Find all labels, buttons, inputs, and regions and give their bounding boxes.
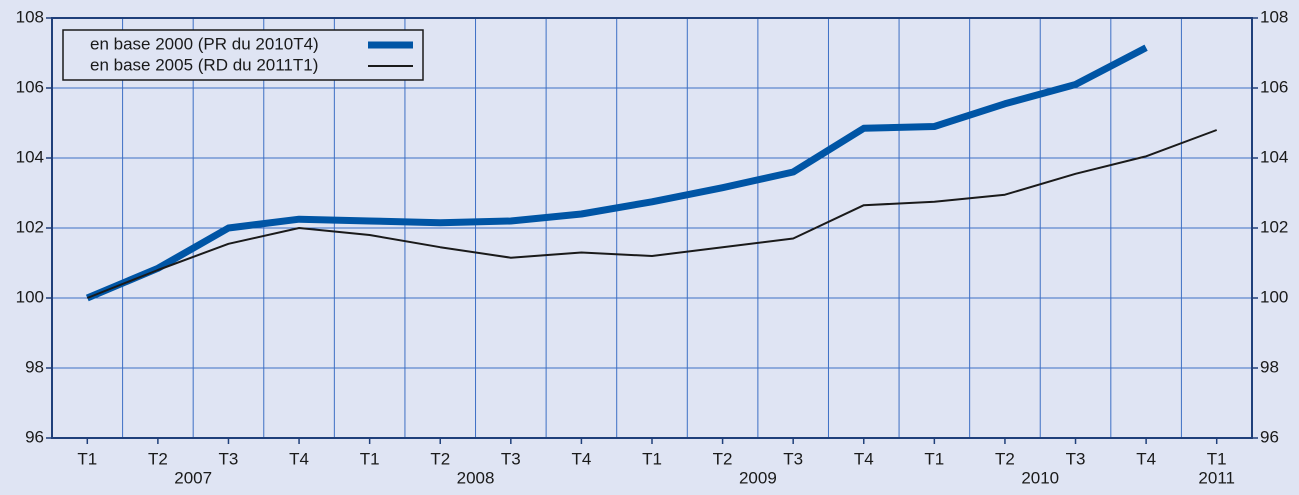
legend-label: en base 2005 (RD du 2011T1): [90, 55, 318, 74]
year-label: 2009: [739, 468, 777, 487]
y2-tick-label: 96: [1260, 427, 1279, 446]
y-tick-label: 100: [16, 287, 44, 306]
x-tick-label: T2: [995, 449, 1015, 468]
y-tick-label: 108: [16, 7, 44, 26]
x-tick-label: T1: [924, 449, 944, 468]
x-tick-label: T3: [219, 449, 239, 468]
x-tick-label: T3: [783, 449, 803, 468]
y2-tick-label: 104: [1260, 147, 1288, 166]
x-tick-label: T4: [571, 449, 591, 468]
series-line: [85, 44, 1148, 302]
year-label: 2011: [1198, 468, 1235, 487]
y-tick-label: 104: [16, 147, 44, 166]
y2-tick-label: 106: [1260, 77, 1288, 96]
x-tick-label: T4: [289, 449, 309, 468]
y-tick-label: 102: [16, 217, 44, 236]
x-tick-label: T4: [1136, 449, 1156, 468]
x-tick-label: T4: [854, 449, 874, 468]
x-tick-label: T3: [1066, 449, 1086, 468]
y2-tick-label: 108: [1260, 7, 1288, 26]
series-line: [86, 129, 1218, 299]
y2-tick-label: 102: [1260, 217, 1288, 236]
legend-label: en base 2000 (PR du 2010T4): [90, 34, 319, 53]
x-tick-label: T2: [430, 449, 450, 468]
y-tick-label: 106: [16, 77, 44, 96]
x-tick-label: T1: [360, 449, 380, 468]
y-tick-label: 96: [25, 427, 44, 446]
x-tick-label: T3: [501, 449, 521, 468]
y2-tick-label: 98: [1260, 357, 1279, 376]
x-tick-label: T2: [148, 449, 168, 468]
year-label: 2010: [1021, 468, 1059, 487]
y2-tick-label: 100: [1260, 287, 1288, 306]
year-label: 2008: [457, 468, 495, 487]
x-tick-label: T1: [642, 449, 662, 468]
x-tick-label: T2: [713, 449, 733, 468]
y-tick-label: 98: [25, 357, 44, 376]
x-tick-label: T1: [1207, 449, 1227, 468]
x-tick-label: T1: [77, 449, 97, 468]
year-label: 2007: [174, 468, 212, 487]
legend-box: [62, 29, 424, 81]
